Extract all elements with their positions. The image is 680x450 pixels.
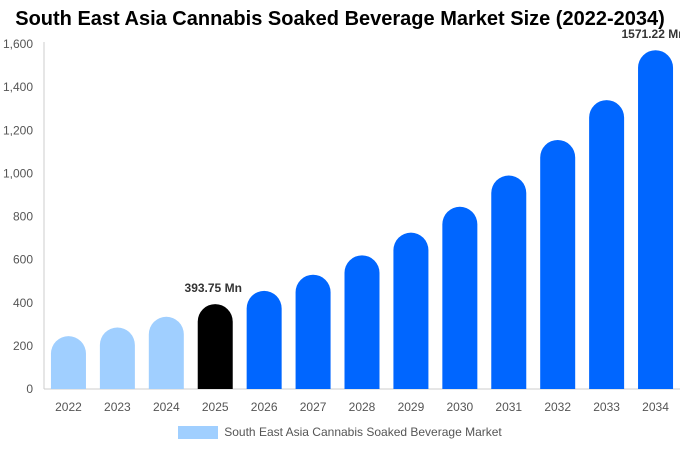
x-tick-label: 2025 xyxy=(202,400,229,414)
data-label-2025: 393.75 Mn xyxy=(185,281,242,295)
y-tick-label: 800 xyxy=(13,210,33,224)
x-tick-label: 2031 xyxy=(495,400,522,414)
bar-2029[interactable] xyxy=(393,232,429,389)
bar-2033[interactable] xyxy=(589,100,625,389)
y-tick-label: 600 xyxy=(13,253,33,267)
y-tick-label: 400 xyxy=(13,296,33,310)
bar-2028[interactable] xyxy=(344,255,380,389)
x-tick-label: 2024 xyxy=(153,400,180,414)
bar-2032[interactable] xyxy=(540,139,576,389)
bar-2024[interactable] xyxy=(148,316,184,389)
y-tick-label: 1,400 xyxy=(3,80,33,94)
x-tick-label: 2022 xyxy=(55,400,82,414)
x-tick-label: 2029 xyxy=(398,400,425,414)
x-tick-label: 2030 xyxy=(446,400,473,414)
y-tick-label: 1,200 xyxy=(3,123,33,137)
bar-chart: 0 200 400 600 800 1,000 1,200 1,400 1,600 2022 202… xyxy=(3,27,680,414)
y-tick-label: 200 xyxy=(13,339,33,353)
legend-swatch xyxy=(178,425,219,439)
chart-title: South East Asia Cannabis Soaked Beverage… xyxy=(15,8,665,30)
bar-2022[interactable] xyxy=(50,336,86,389)
bar-2034[interactable] xyxy=(638,50,674,389)
x-tick-label: 2023 xyxy=(104,400,131,414)
x-tick-label: 2032 xyxy=(544,400,571,414)
bar-2030[interactable] xyxy=(442,206,478,389)
bar-2025[interactable] xyxy=(197,304,233,389)
y-tick-label: 1,600 xyxy=(3,37,33,51)
x-tick-label: 2027 xyxy=(300,400,327,414)
y-tick-label: 1,000 xyxy=(3,166,33,180)
y-tick-label: 0 xyxy=(26,382,33,396)
bar-2026[interactable] xyxy=(246,290,282,389)
x-tick-label: 2026 xyxy=(251,400,278,414)
x-tick-label: 2034 xyxy=(642,400,669,414)
data-label-2034: 1571.22 Mn xyxy=(622,27,680,41)
x-tick-label: 2033 xyxy=(593,400,620,414)
legend-label: South East Asia Cannabis Soaked Beverage… xyxy=(224,425,502,439)
x-tick-label: 2028 xyxy=(349,400,376,414)
bar-2027[interactable] xyxy=(295,274,331,389)
legend[interactable]: South East Asia Cannabis Soaked Beverage… xyxy=(0,425,680,439)
bar-2023[interactable] xyxy=(99,327,135,389)
bar-2031[interactable] xyxy=(491,175,527,389)
